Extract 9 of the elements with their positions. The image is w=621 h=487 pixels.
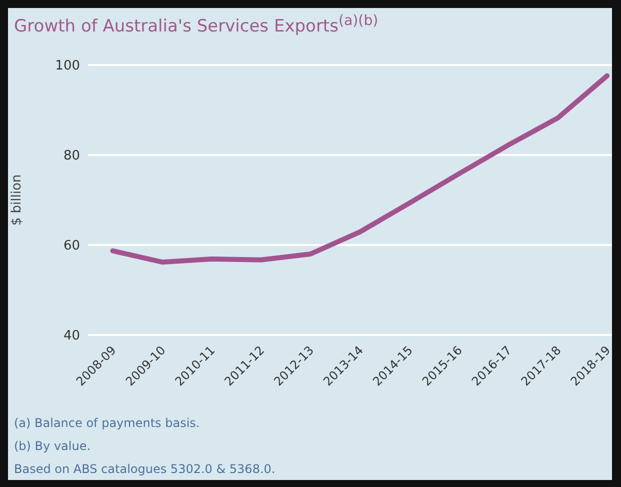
y-tick-label: 100 xyxy=(55,58,80,74)
text: (a) Balance of payments basis. xyxy=(14,415,201,432)
text: Based on ABS catalogues 5302.0 & 5368.0. xyxy=(14,461,276,478)
text: (b) By value. xyxy=(14,438,92,455)
y-tick-label: 80 xyxy=(63,148,80,164)
y-tick-label: 60 xyxy=(63,238,80,254)
chart-title: Growth of Australia's Services Exports$^{(a)(b)}$ xyxy=(14,13,378,37)
y-tick-label: 40 xyxy=(63,328,80,344)
y-axis-title: $ billion xyxy=(10,174,25,226)
